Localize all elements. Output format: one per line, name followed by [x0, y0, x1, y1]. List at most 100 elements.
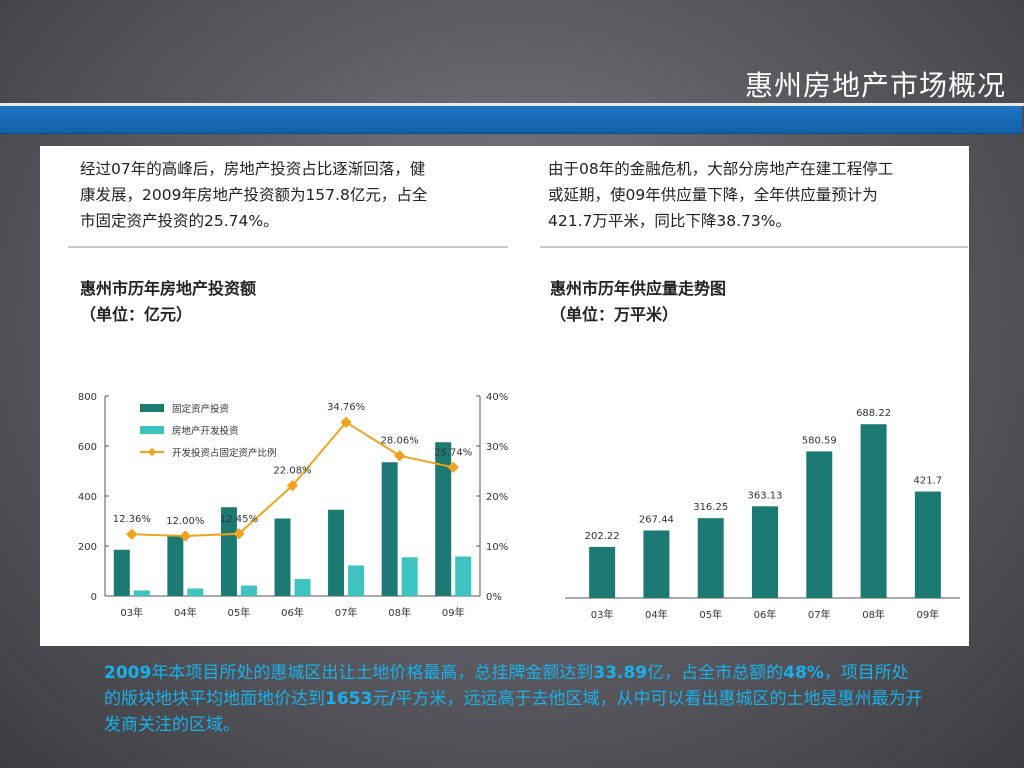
ratio-label: 12.45% [220, 514, 258, 525]
supply-value-label: 688.22 [856, 408, 891, 419]
left-paragraph-line: 康发展，2009年房地产投资额为157.8亿元，占全 [80, 186, 428, 204]
bar-real-estate [187, 588, 204, 596]
x-tick-label: 03年 [120, 606, 143, 619]
x-tick-label: 05年 [699, 608, 722, 621]
bar-fixed-asset [435, 442, 452, 596]
x-tick-label: 06年 [281, 606, 304, 619]
y-tick-label: 400 [78, 492, 97, 503]
ratio-label: 25.74% [434, 447, 472, 458]
left-paragraph: 经过07年的高峰后，房地产投资占比逐渐回落，健 康发展，2009年房地产投资额为… [80, 156, 520, 234]
caption-segment: 元 [372, 689, 390, 709]
ratio-label: 12.00% [166, 516, 204, 527]
header-band [0, 106, 1022, 134]
legend-label: 房地产开发投资 [172, 425, 239, 437]
supply-value-label: 316.25 [693, 502, 728, 513]
x-tick-label: 08年 [388, 606, 411, 619]
supply-value-label: 580.59 [802, 435, 837, 446]
bar-real-estate [348, 565, 365, 596]
bar-fixed-asset [274, 518, 291, 596]
ratio-point [179, 530, 192, 542]
right-chart-unit: （单位：万平米） [550, 305, 679, 324]
bar-real-estate [455, 556, 472, 596]
x-tick-label: 07年 [335, 606, 358, 619]
legend-swatch-real-estate [140, 426, 164, 434]
x-tick-label: 04年 [645, 608, 668, 621]
left-paragraph-line: 市固定资产投资的25.74%。 [80, 212, 279, 230]
supply-bar [697, 518, 724, 598]
slide-title: 惠州房地产市场概况 [744, 69, 1006, 102]
x-tick-label: 07年 [808, 608, 831, 621]
ratio-label: 28.06% [381, 436, 419, 447]
x-tick-label: 09年 [916, 608, 939, 621]
supply-bar [806, 451, 833, 598]
caption-segment: 33.89 [593, 663, 648, 683]
caption-segment: 1653 [325, 689, 373, 709]
x-tick-label: 08年 [862, 608, 885, 621]
left-chart-title: 惠州市历年房地产投资额 [80, 279, 257, 298]
y-tick-label: 200 [78, 542, 97, 553]
bar-real-estate [401, 557, 418, 596]
supply-bar [589, 546, 616, 598]
y-tick-label: 600 [78, 442, 97, 453]
caption-segment: / [389, 689, 396, 709]
title-rule [0, 103, 1024, 106]
supply-bar [752, 506, 778, 598]
caption-segment: 48% [783, 663, 824, 683]
caption-text: 2009年本项目所处的惠城区出让土地价格最高，总挂牌金额达到33.89亿，占全市… [104, 660, 924, 738]
right-paragraph-line: 由于08年的金融危机，大部分房地产在建工程停工 [548, 160, 894, 178]
bar-fixed-asset [167, 536, 184, 596]
bar-fixed-asset [220, 507, 237, 596]
investment-chart: 0 200 400 600 800 0% 10% 20% 30% 40% 03年 04年 05年 06年 0… [78, 392, 508, 619]
left-chart-unit: （单位：亿元） [80, 305, 193, 324]
right-chart-heading: 惠州市历年供应量走势图 （单位：万平米） [550, 276, 726, 328]
supply-chart: 202.22 03年 267.44 04年 316.25 05年 363.13 06年 580.… [565, 408, 960, 621]
legend-label: 固定资产投资 [172, 403, 230, 415]
supply-bar [643, 530, 670, 598]
right-chart-title: 惠州市历年供应量走势图 [550, 279, 727, 298]
right-paragraph-line: 421.7万平米，同比下降38.73%。 [548, 212, 791, 230]
ratio-point [447, 461, 459, 473]
legend-swatch-fixed-asset [140, 404, 164, 412]
left-paragraph-line: 经过07年的高峰后，房地产投资占比逐渐回落，健 [80, 160, 426, 178]
caption-segment: 年本项目所处的惠城区出让土地价格最高，总挂牌金额达到 [151, 663, 594, 683]
supply-value-label: 267.44 [639, 514, 674, 525]
y-tick-label: 800 [78, 392, 97, 403]
right-divider [540, 246, 968, 248]
content-panel: 经过07年的高峰后，房地产投资占比逐渐回落，健 康发展，2009年房地产投资额为… [40, 146, 969, 646]
ratio-label: 12.36% [113, 514, 151, 525]
y2-tick-label: 20% [486, 492, 508, 503]
ratio-label: 22.08% [273, 466, 311, 477]
bar-real-estate [240, 585, 257, 596]
bar-fixed-asset [113, 549, 130, 596]
ratio-label: 34.76% [327, 402, 365, 413]
left-chart-heading: 惠州市历年房地产投资额 （单位：亿元） [80, 276, 256, 328]
y2-tick-label: 30% [486, 442, 508, 453]
legend-marker-ratio [147, 447, 157, 457]
x-tick-label: 05年 [228, 606, 251, 619]
right-paragraph: 由于08年的金融危机，大部分房地产在建工程停工 或延期，使09年供应量下降，全年… [548, 156, 973, 234]
caption-segment: 2009 [104, 663, 152, 683]
caption-segment: 平方米，远远高于去他区域，从中可以看出惠城区的土地是惠州最为开发商关注的区域。 [104, 689, 923, 735]
y2-tick-label: 0% [486, 592, 502, 603]
x-tick-label: 09年 [442, 606, 465, 619]
ratio-point [393, 450, 406, 462]
supply-value-label: 202.22 [585, 531, 620, 542]
x-tick-label: 04年 [174, 606, 197, 619]
caption-segment: 亿，占全市总额的 [647, 663, 784, 683]
legend-label: 开发投资占固定资产比例 [172, 447, 277, 459]
x-tick-label: 03年 [591, 608, 614, 621]
ratio-point [126, 528, 138, 540]
bar-real-estate [133, 590, 150, 596]
ratio-point [233, 528, 245, 540]
bar-fixed-asset [381, 462, 398, 596]
x-tick-label: 06年 [754, 608, 777, 621]
supply-value-label: 363.13 [748, 490, 783, 501]
supply-value-label: 421.7 [914, 476, 943, 487]
supply-bar [914, 491, 941, 598]
y-tick-label: 0 [91, 592, 97, 603]
y2-tick-label: 10% [486, 542, 508, 553]
supply-bar [860, 424, 887, 598]
bar-fixed-asset [328, 509, 345, 596]
right-paragraph-line: 或延期，使09年供应量下降，全年供应量预计为 [548, 186, 878, 204]
y2-tick-label: 40% [486, 392, 508, 403]
